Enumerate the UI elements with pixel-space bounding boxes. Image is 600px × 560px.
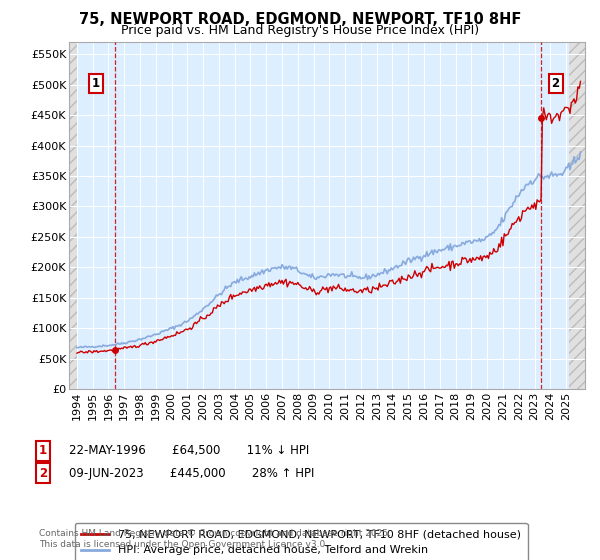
- Bar: [569, 42, 585, 389]
- Text: 75, NEWPORT ROAD, EDGMOND, NEWPORT, TF10 8HF: 75, NEWPORT ROAD, EDGMOND, NEWPORT, TF10…: [79, 12, 521, 27]
- Text: 09-JUN-2023       £445,000       28% ↑ HPI: 09-JUN-2023 £445,000 28% ↑ HPI: [69, 466, 314, 480]
- Text: 2: 2: [551, 77, 560, 90]
- Legend: 75, NEWPORT ROAD, EDGMOND, NEWPORT, TF10 8HF (detached house), HPI: Average pric: 75, NEWPORT ROAD, EDGMOND, NEWPORT, TF10…: [74, 523, 527, 560]
- Text: Contains HM Land Registry data © Crown copyright and database right 2025.
This d: Contains HM Land Registry data © Crown c…: [39, 529, 391, 549]
- Text: 1: 1: [39, 444, 47, 458]
- Bar: [69, 42, 77, 389]
- Text: 2: 2: [39, 466, 47, 480]
- Text: Price paid vs. HM Land Registry's House Price Index (HPI): Price paid vs. HM Land Registry's House …: [121, 24, 479, 37]
- Text: 1: 1: [92, 77, 100, 90]
- Text: 22-MAY-1996       £64,500       11% ↓ HPI: 22-MAY-1996 £64,500 11% ↓ HPI: [69, 444, 309, 458]
